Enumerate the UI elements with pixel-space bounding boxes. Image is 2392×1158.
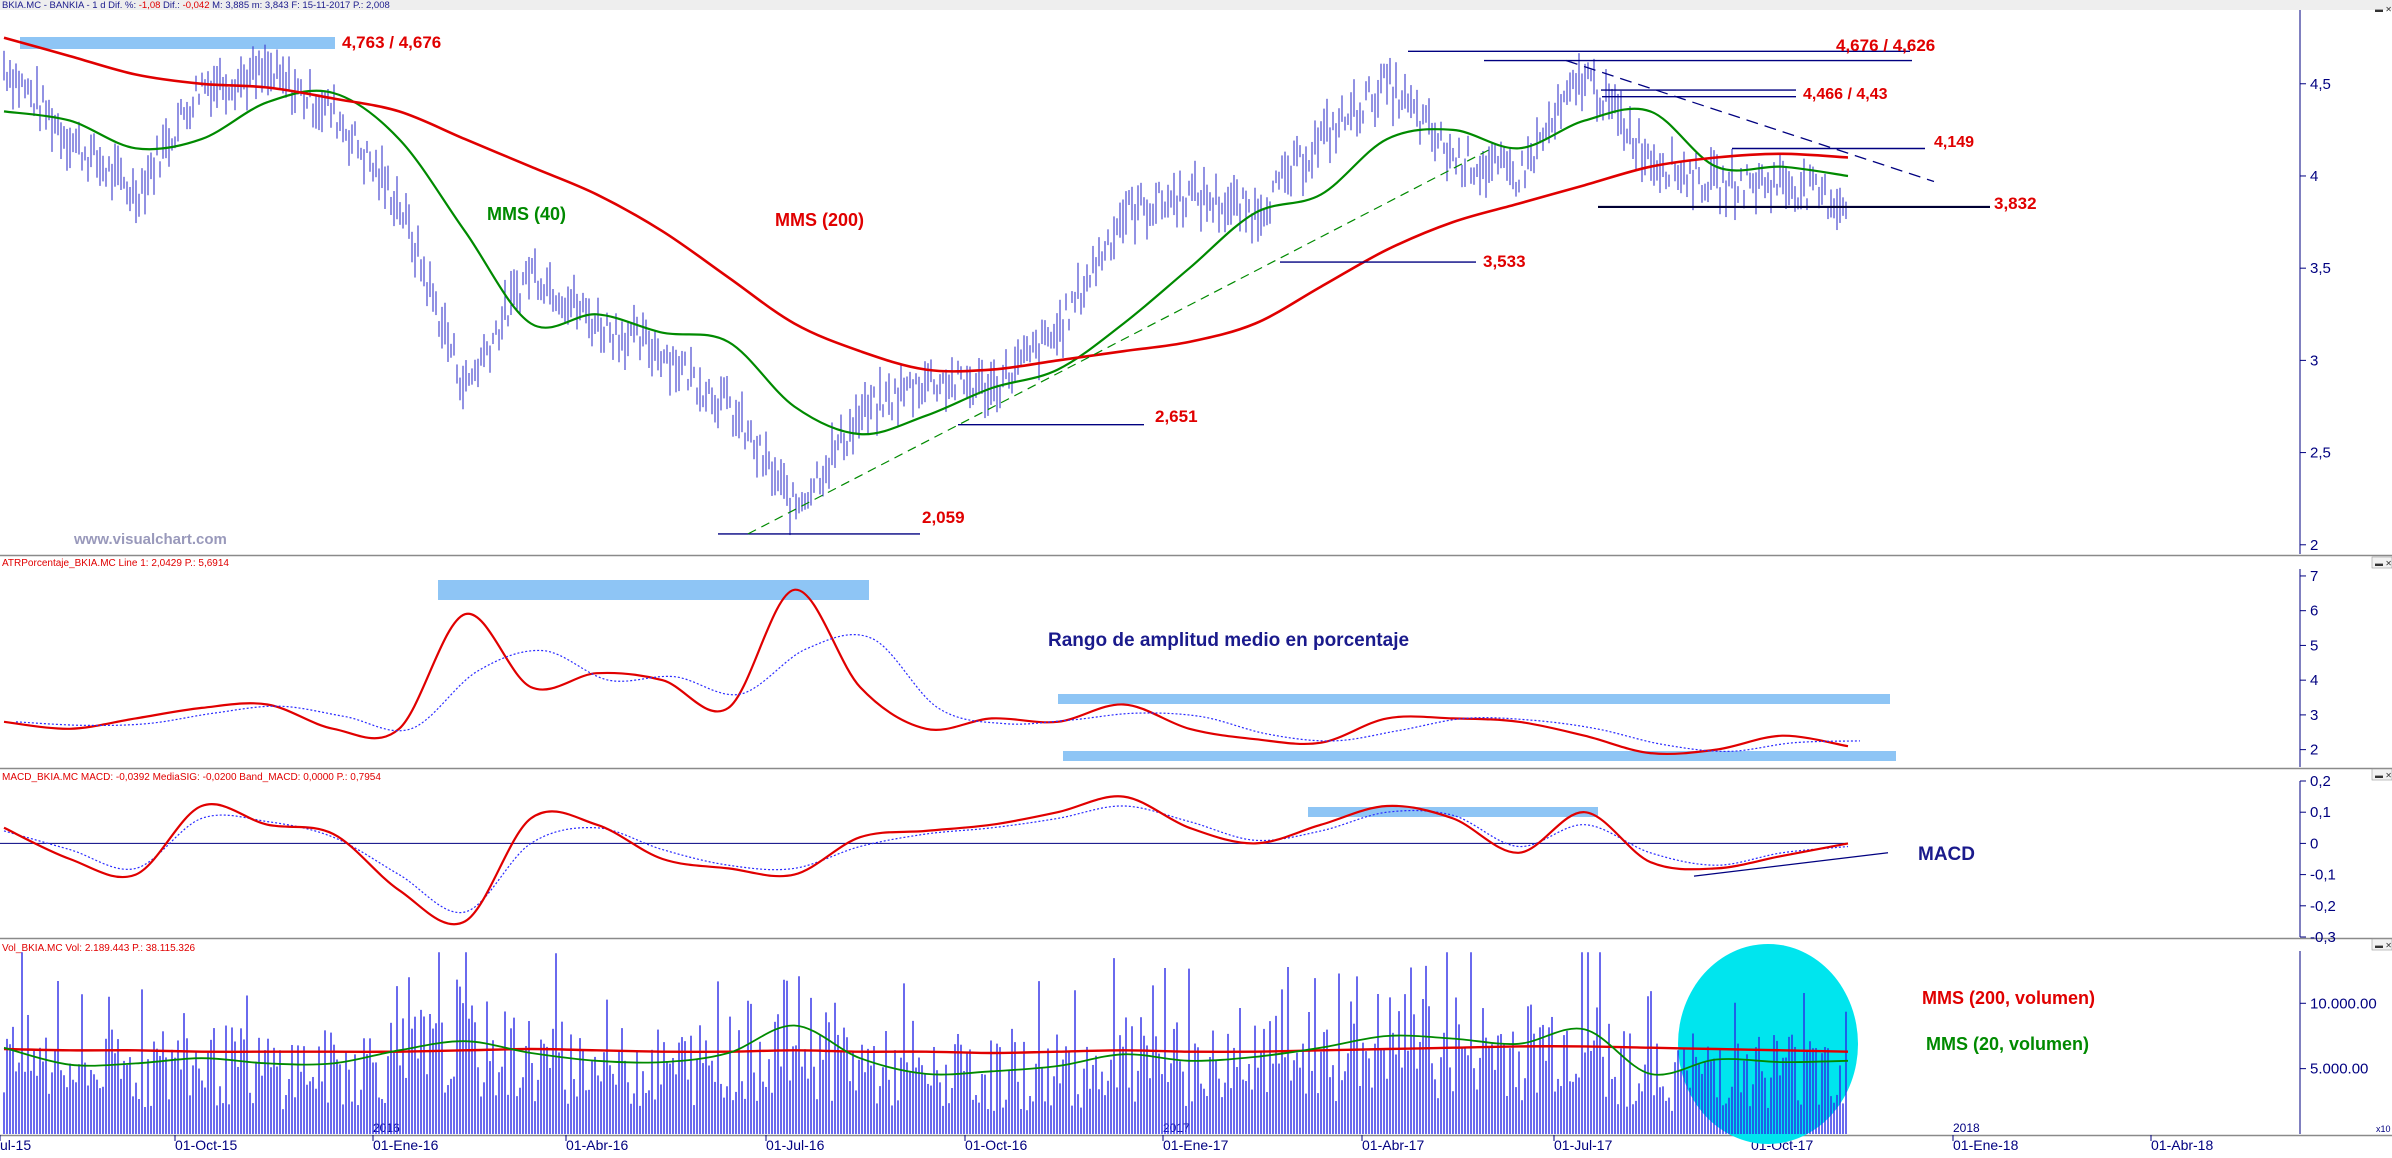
panel-window-controls bbox=[2371, 556, 2392, 569]
macd-trendline bbox=[1693, 852, 1889, 877]
highlight-band-atr-2016 bbox=[438, 580, 869, 600]
year-marker: 2018 bbox=[1953, 1121, 1980, 1135]
x-tick-label: 01-Abr-17 bbox=[1362, 1137, 1424, 1153]
x-tick-label: ul-15 bbox=[0, 1137, 31, 1153]
annotation-mid-2017: 4,466 / 4,43 bbox=[1803, 86, 1888, 103]
y-tick-label: 0 bbox=[2310, 835, 2318, 852]
x-tick-label: 01-Abr-18 bbox=[2151, 1137, 2213, 1153]
panel-window-icons: ▬ ✕ bbox=[2375, 771, 2392, 780]
y-tick-label: 3,5 bbox=[2310, 260, 2331, 277]
panel-window-controls bbox=[2371, 768, 2392, 781]
x-tick-label: 01-Ene-17 bbox=[1163, 1137, 1229, 1153]
header-rest: M: 3,885 m: 3,843 F: 15-11-2017 P.: 2,00… bbox=[210, 0, 390, 11]
header-dif-pct: -1,08 bbox=[139, 0, 161, 11]
highlight-band-macd bbox=[1308, 807, 1598, 817]
panel-window-icons: ▬ ✕ bbox=[2375, 941, 2392, 950]
y-tick-label: 3 bbox=[2310, 352, 2318, 369]
watermark: www.visualchart.com bbox=[73, 531, 227, 548]
y-tick-label: 10.000.00 bbox=[2310, 995, 2377, 1012]
annotation-low-1: 3,533 bbox=[1483, 252, 1526, 271]
atr-title: Rango de amplitud medio en porcentaje bbox=[1048, 630, 1409, 651]
highlight-band-atr-lower bbox=[1063, 751, 1896, 761]
macd-title: MACD bbox=[1918, 844, 1975, 865]
volume-mms20-label: MMS (20, volumen) bbox=[1926, 1034, 2089, 1054]
x-tick-label: 01-Ene-18 bbox=[1953, 1137, 2019, 1153]
macd-header: MACD_BKIA.MC MACD: -0,0392 MediaSIG: -0,… bbox=[2, 772, 381, 783]
highlight-band-atr-upper bbox=[1058, 694, 1890, 704]
y-tick-label: -0,1 bbox=[2310, 867, 2336, 884]
annotation-resistance: 4,149 bbox=[1934, 134, 1974, 151]
volume-mms200-label: MMS (200, volumen) bbox=[1922, 988, 2095, 1008]
x-tick-label: 01-Oct-15 bbox=[175, 1137, 237, 1153]
x-tick-label: 01-Jul-16 bbox=[766, 1137, 825, 1153]
volume-header: Vol_BKIA.MC Vol: 2.189.443 P.: 38.115.32… bbox=[2, 943, 196, 954]
y-tick-label: 2,5 bbox=[2310, 445, 2331, 462]
atr-signal-line bbox=[15, 634, 1861, 753]
x-tick-label: 01-Ene-16 bbox=[373, 1137, 439, 1153]
panel-window-icons: ▬ ✕ bbox=[2375, 5, 2392, 14]
highlight-band-high-2015 bbox=[20, 37, 335, 49]
panel-window-icons: ▬ ✕ bbox=[2375, 559, 2392, 568]
y-tick-label: 4 bbox=[2310, 672, 2318, 689]
mms40-label: MMS (40) bbox=[487, 204, 566, 224]
y-tick-label: 2 bbox=[2310, 537, 2318, 554]
volume-mms20-line bbox=[3, 1024, 1849, 1076]
trendline-support bbox=[747, 147, 1493, 535]
header-bar bbox=[0, 0, 2392, 10]
y-tick-label: 3 bbox=[2310, 707, 2318, 724]
header-text: BKIA.MC - BANKIA - 1 d Dif. %: -1,08 Dif… bbox=[2, 0, 390, 11]
annotation-low-2: 2,651 bbox=[1155, 407, 1198, 426]
annotation-high-2017: 4,676 / 4,626 bbox=[1836, 36, 1935, 55]
header-dif-label: Dif.: bbox=[160, 0, 182, 11]
mms200-label: MMS (200) bbox=[775, 210, 864, 230]
year-marker: 2016 bbox=[373, 1121, 400, 1135]
macd-line bbox=[3, 795, 1849, 926]
y-tick-label: -0,2 bbox=[2310, 898, 2336, 915]
y-tick-label: 2 bbox=[2310, 742, 2318, 759]
mms40-line bbox=[3, 89, 1849, 436]
annotation-high-2015: 4,763 / 4,676 bbox=[342, 33, 441, 52]
x-tick-label: 01-Abr-16 bbox=[566, 1137, 628, 1153]
header-symbol: BKIA.MC - BANKIA - 1 d Dif. %: bbox=[2, 0, 139, 11]
atr-header: ATRPorcentaje_BKIA.MC Line 1: 2,0429 P.:… bbox=[2, 558, 229, 569]
y-tick-label: 4,5 bbox=[2310, 76, 2331, 93]
mms200-line bbox=[3, 36, 1849, 373]
y-tick-label: 0,2 bbox=[2310, 773, 2331, 790]
annotation-low-3: 2,059 bbox=[922, 508, 965, 527]
y-tick-label: 5.000.00 bbox=[2310, 1061, 2368, 1078]
y-tick-label: 6 bbox=[2310, 603, 2318, 620]
y-tick-label: 7 bbox=[2310, 568, 2318, 585]
x-tick-label: 01-Jul-17 bbox=[1554, 1137, 1613, 1153]
trendline-resistance bbox=[1565, 59, 1935, 183]
x-tick-label: 01-Oct-16 bbox=[965, 1137, 1027, 1153]
y-tick-label: 4 bbox=[2310, 168, 2318, 185]
y-tick-label: 5 bbox=[2310, 637, 2318, 654]
annotation-support: 3,832 bbox=[1994, 194, 2037, 213]
y-tick-label: -0,3 bbox=[2310, 929, 2336, 946]
volume-scale-tag: x10 bbox=[2376, 1124, 2391, 1134]
volume-mms200-line bbox=[3, 1045, 1849, 1055]
y-tick-label: 0,1 bbox=[2310, 804, 2331, 821]
header-dif: -0,042 bbox=[183, 0, 210, 11]
macd-signal-line bbox=[3, 805, 1849, 914]
atr-line bbox=[3, 588, 1849, 756]
panel-window-controls bbox=[2371, 938, 2392, 951]
